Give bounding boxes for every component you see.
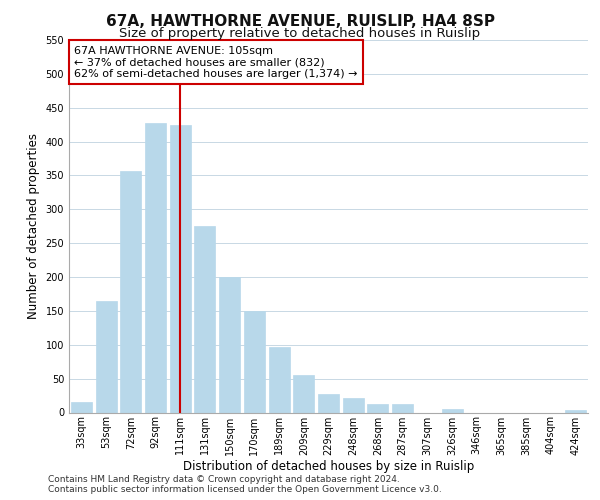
Bar <box>293 375 314 412</box>
X-axis label: Distribution of detached houses by size in Ruislip: Distribution of detached houses by size … <box>183 460 474 473</box>
Bar <box>170 124 191 412</box>
Bar <box>95 301 116 412</box>
Bar <box>269 348 290 412</box>
Bar <box>318 394 339 412</box>
Bar <box>145 122 166 412</box>
Text: 67A, HAWTHORNE AVENUE, RUISLIP, HA4 8SP: 67A, HAWTHORNE AVENUE, RUISLIP, HA4 8SP <box>106 14 494 29</box>
Text: Contains HM Land Registry data © Crown copyright and database right 2024.: Contains HM Land Registry data © Crown c… <box>48 475 400 484</box>
Text: Size of property relative to detached houses in Ruislip: Size of property relative to detached ho… <box>119 27 481 40</box>
Y-axis label: Number of detached properties: Number of detached properties <box>27 133 40 320</box>
Bar <box>71 402 92 412</box>
Bar <box>442 409 463 412</box>
Bar <box>219 277 240 412</box>
Bar <box>367 404 388 412</box>
Bar <box>392 404 413 412</box>
Bar <box>565 410 586 412</box>
Text: Contains public sector information licensed under the Open Government Licence v3: Contains public sector information licen… <box>48 485 442 494</box>
Bar <box>343 398 364 412</box>
Text: 67A HAWTHORNE AVENUE: 105sqm
← 37% of detached houses are smaller (832)
62% of s: 67A HAWTHORNE AVENUE: 105sqm ← 37% of de… <box>74 46 358 79</box>
Bar <box>194 226 215 412</box>
Bar <box>120 170 141 412</box>
Bar <box>244 311 265 412</box>
